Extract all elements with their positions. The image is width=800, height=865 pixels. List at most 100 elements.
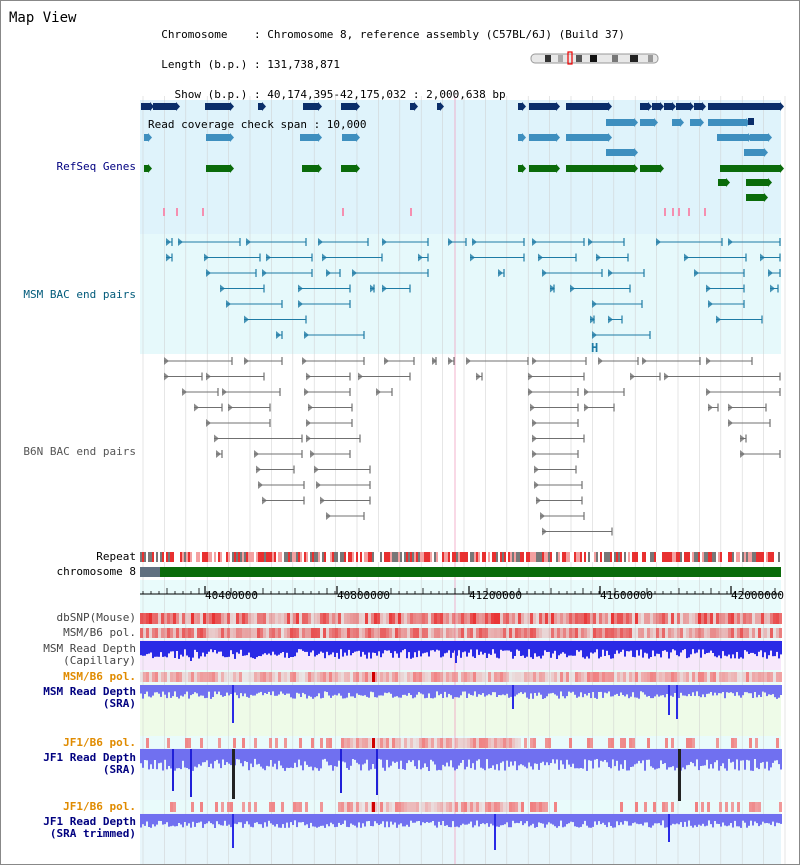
depth-bar: [652, 814, 654, 826]
bac-end-marker: [708, 300, 713, 308]
depth-bar: [518, 814, 520, 824]
heat-cell: [305, 802, 308, 812]
heat-cell: [731, 738, 734, 748]
gene-exon: [518, 103, 522, 110]
depth-bar: [532, 685, 534, 699]
depth-bar: [186, 814, 188, 826]
depth-bar: [694, 814, 696, 826]
track-label-dbsnp[interactable]: dbSNP(Mouse): [56, 611, 136, 624]
depth-bar: [246, 685, 248, 697]
depth-bar: [640, 814, 642, 824]
axis-tick-label: 41600000: [600, 589, 653, 602]
heat-cell: [356, 613, 359, 624]
depth-bar: [576, 685, 578, 698]
repeat-segment: [216, 552, 218, 562]
depth-bar: [586, 749, 588, 771]
depth-bar: [572, 749, 574, 764]
repeat-segment: [764, 552, 766, 562]
depth-bar: [574, 641, 576, 656]
depth-bar: [142, 641, 144, 656]
depth-bar: [442, 685, 444, 698]
depth-bar: [456, 685, 458, 698]
heat-cell: [386, 802, 389, 812]
heat-cell: [707, 672, 710, 682]
repeat-segment: [776, 552, 778, 562]
track-label-refseq[interactable]: RefSeq Genes: [56, 160, 136, 173]
depth-bar: [252, 685, 254, 696]
track-label-chromosome[interactable]: chromosome 8: [56, 565, 136, 578]
repeat-segment: [604, 552, 606, 562]
depth-bar: [454, 749, 456, 771]
bac-end-marker: [584, 388, 589, 396]
bac-end-marker: [528, 372, 533, 381]
heat-cell: [521, 613, 524, 624]
gene-strand-arrow: [648, 102, 652, 111]
track-label-msm-b6-pol[interactable]: MSM/B6 pol.: [63, 626, 136, 639]
repeat-segment: [778, 552, 780, 562]
gene-strand-arrow: [148, 164, 152, 173]
depth-bar: [284, 685, 286, 695]
depth-bar: [514, 749, 516, 762]
depth-bar: [752, 641, 754, 653]
repeat-segment: [148, 552, 150, 562]
depth-bar: [772, 814, 774, 822]
heat-cell: [515, 802, 518, 812]
depth-bar: [436, 814, 438, 828]
repeat-segment: [388, 552, 390, 562]
track-label-msm-bac[interactable]: MSM BAC end pairs: [23, 288, 136, 301]
track-label-jf1-depth-trimmed[interactable]: JF1 Read Depth (SRA trimmed): [43, 816, 136, 840]
bac-end-marker: [592, 300, 597, 308]
track-label-msm-depth-sra[interactable]: MSM Read Depth (SRA): [43, 686, 136, 710]
depth-bar: [354, 749, 356, 760]
heat-cell: [536, 672, 539, 682]
depth-bar: [414, 814, 416, 823]
bac-end-marker: [214, 434, 219, 443]
track-label-jf1-b6-pol-2[interactable]: JF1/B6 pol.: [63, 800, 136, 813]
depth-bar: [348, 749, 350, 770]
depth-bar: [420, 814, 422, 826]
depth-bar: [616, 814, 618, 822]
heat-cell: [344, 802, 347, 812]
depth-bar: [192, 685, 194, 695]
depth-bar: [478, 685, 480, 695]
depth-bar: [524, 641, 526, 658]
heat-cell: [632, 613, 635, 624]
depth-bar: [142, 749, 144, 768]
heat-cell: [368, 802, 371, 812]
track-label-jf1-b6-pol[interactable]: JF1/B6 pol.: [63, 736, 136, 749]
bac-end-marker: [706, 388, 711, 396]
heat-cell: [659, 628, 662, 638]
track-label-msm-depth-capillary[interactable]: MSM Read Depth (Capillary): [43, 643, 136, 667]
depth-bar: [682, 685, 684, 696]
repeat-segment: [744, 552, 746, 562]
track-label-jf1-depth-sra[interactable]: JF1 Read Depth (SRA): [43, 752, 136, 776]
repeat-segment: [608, 552, 610, 562]
depth-bar: [260, 641, 262, 657]
depth-bar: [334, 641, 336, 657]
depth-bar: [778, 641, 780, 659]
depth-bar: [700, 814, 702, 826]
depth-bar: [594, 685, 596, 698]
depth-bar: [162, 814, 164, 825]
repeat-segment: [446, 552, 448, 562]
repeat-segment: [756, 552, 758, 562]
depth-bar: [346, 749, 348, 768]
depth-bar: [148, 641, 150, 654]
repeat-segment: [460, 552, 462, 562]
depth-bar: [696, 749, 698, 760]
depth-bar: [530, 814, 532, 826]
track-label-b6n-bac[interactable]: B6N BAC end pairs: [23, 445, 136, 458]
track-label-msm-b6-pol-2[interactable]: MSM/B6 pol.: [63, 670, 136, 683]
track-label-repeat[interactable]: Repeat: [96, 550, 136, 563]
repeat-segment: [470, 552, 472, 562]
heat-cell: [152, 613, 155, 624]
depth-bar: [570, 685, 572, 693]
repeat-segment: [392, 552, 394, 562]
repeat-segment: [182, 552, 184, 562]
depth-bar: [780, 814, 782, 824]
heat-cell: [662, 613, 665, 624]
bac-end-marker: [716, 315, 721, 324]
heat-cell: [410, 613, 413, 624]
depth-bar: [274, 814, 276, 827]
